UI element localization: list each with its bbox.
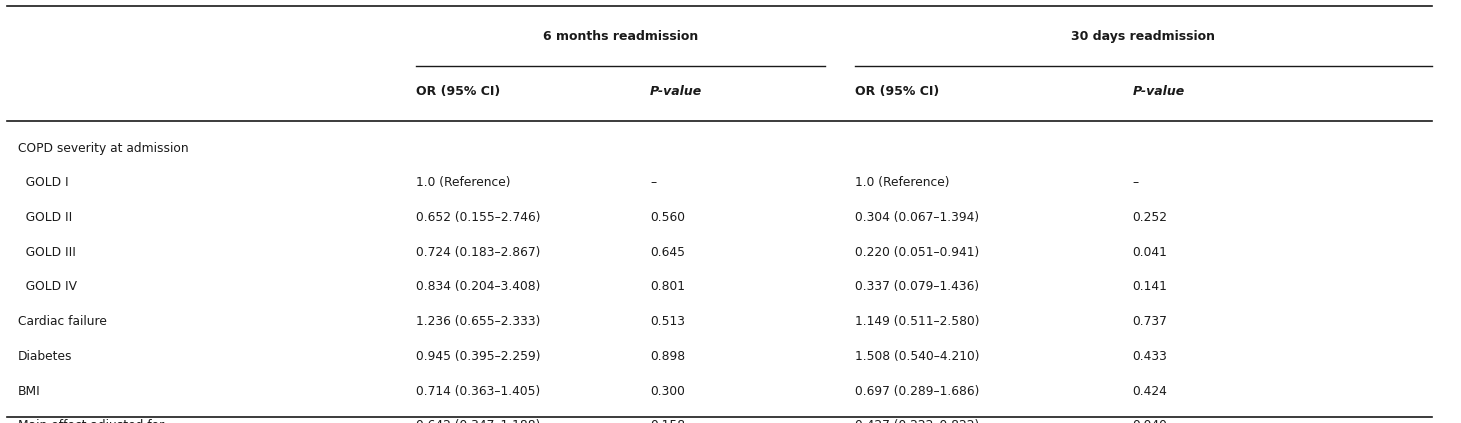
Text: 0.560: 0.560 bbox=[650, 211, 685, 224]
Text: GOLD III: GOLD III bbox=[18, 246, 76, 259]
Text: OR (95% CI): OR (95% CI) bbox=[855, 85, 939, 98]
Text: 0.433: 0.433 bbox=[1132, 350, 1167, 363]
Text: 0.724 (0.183–2.867): 0.724 (0.183–2.867) bbox=[416, 246, 541, 259]
Text: 0.040: 0.040 bbox=[1132, 419, 1167, 423]
Text: OR (95% CI): OR (95% CI) bbox=[416, 85, 501, 98]
Text: 0.220 (0.051–0.941): 0.220 (0.051–0.941) bbox=[855, 246, 979, 259]
Text: 0.041: 0.041 bbox=[1132, 246, 1167, 259]
Text: 0.645: 0.645 bbox=[650, 246, 685, 259]
Text: 0.337 (0.079–1.436): 0.337 (0.079–1.436) bbox=[855, 280, 979, 294]
Text: Diabetes: Diabetes bbox=[18, 350, 72, 363]
Text: 0.898: 0.898 bbox=[650, 350, 685, 363]
Text: 6 months readmission: 6 months readmission bbox=[543, 30, 698, 43]
Text: 0.642 (0.347–1.188): 0.642 (0.347–1.188) bbox=[416, 419, 541, 423]
Text: 0.300: 0.300 bbox=[650, 385, 685, 398]
Text: 1.0 (Reference): 1.0 (Reference) bbox=[855, 176, 950, 190]
Text: GOLD IV: GOLD IV bbox=[18, 280, 76, 294]
Text: P-value: P-value bbox=[650, 85, 703, 98]
Text: 0.158: 0.158 bbox=[650, 419, 685, 423]
Text: 0.652 (0.155–2.746): 0.652 (0.155–2.746) bbox=[416, 211, 541, 224]
Text: 0.737: 0.737 bbox=[1132, 315, 1167, 328]
Text: 0.697 (0.289–1.686): 0.697 (0.289–1.686) bbox=[855, 385, 979, 398]
Text: 0.252: 0.252 bbox=[1132, 211, 1167, 224]
Text: 30 days readmission: 30 days readmission bbox=[1071, 30, 1216, 43]
Text: Main effect adjusted for
(intervention–control group): Main effect adjusted for (intervention–c… bbox=[18, 419, 190, 423]
Text: 0.304 (0.067–1.394): 0.304 (0.067–1.394) bbox=[855, 211, 979, 224]
Text: 1.508 (0.540–4.210): 1.508 (0.540–4.210) bbox=[855, 350, 979, 363]
Text: 0.834 (0.204–3.408): 0.834 (0.204–3.408) bbox=[416, 280, 541, 294]
Text: P-value: P-value bbox=[1132, 85, 1185, 98]
Text: BMI: BMI bbox=[18, 385, 41, 398]
Text: 0.513: 0.513 bbox=[650, 315, 685, 328]
Text: 1.0 (Reference): 1.0 (Reference) bbox=[416, 176, 511, 190]
Text: COPD severity at admission: COPD severity at admission bbox=[18, 142, 188, 155]
Text: –: – bbox=[650, 176, 656, 190]
Text: 0.714 (0.363–1.405): 0.714 (0.363–1.405) bbox=[416, 385, 541, 398]
Text: 0.424: 0.424 bbox=[1132, 385, 1167, 398]
Text: 0.945 (0.395–2.259): 0.945 (0.395–2.259) bbox=[416, 350, 541, 363]
Text: 1.236 (0.655–2.333): 1.236 (0.655–2.333) bbox=[416, 315, 541, 328]
Text: Cardiac failure: Cardiac failure bbox=[18, 315, 107, 328]
Text: GOLD I: GOLD I bbox=[18, 176, 69, 190]
Text: 0.427 (0.222–0.822): 0.427 (0.222–0.822) bbox=[855, 419, 979, 423]
Text: 1.149 (0.511–2.580): 1.149 (0.511–2.580) bbox=[855, 315, 979, 328]
Text: GOLD II: GOLD II bbox=[18, 211, 72, 224]
Text: –: – bbox=[1132, 176, 1138, 190]
Text: 0.801: 0.801 bbox=[650, 280, 685, 294]
Text: 0.141: 0.141 bbox=[1132, 280, 1167, 294]
